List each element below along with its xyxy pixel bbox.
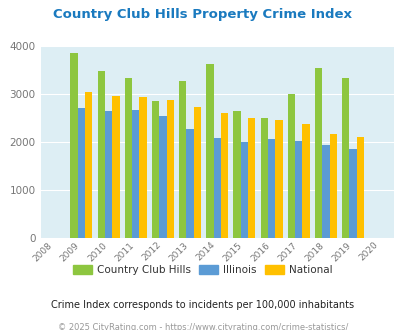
Bar bbox=[233, 111, 240, 238]
Text: Crime Index corresponds to incidents per 100,000 inhabitants: Crime Index corresponds to incidents per… bbox=[51, 300, 354, 310]
Bar bbox=[104, 111, 112, 238]
Bar bbox=[166, 100, 173, 238]
Bar bbox=[356, 137, 363, 238]
Bar bbox=[193, 107, 200, 238]
Bar bbox=[186, 129, 193, 238]
Bar bbox=[220, 113, 228, 238]
Bar bbox=[287, 94, 294, 238]
Bar bbox=[240, 142, 247, 238]
Bar bbox=[77, 108, 85, 238]
Text: © 2025 CityRating.com - https://www.cityrating.com/crime-statistics/: © 2025 CityRating.com - https://www.city… bbox=[58, 323, 347, 330]
Bar bbox=[159, 115, 166, 238]
Bar bbox=[70, 53, 77, 238]
Bar bbox=[275, 120, 282, 238]
Bar bbox=[132, 110, 139, 238]
Bar bbox=[294, 142, 302, 238]
Bar bbox=[341, 78, 349, 238]
Bar bbox=[179, 81, 186, 238]
Bar bbox=[267, 139, 275, 238]
Bar bbox=[302, 124, 309, 238]
Bar bbox=[97, 71, 104, 238]
Bar bbox=[329, 134, 336, 238]
Bar bbox=[139, 97, 146, 238]
Text: Country Club Hills Property Crime Index: Country Club Hills Property Crime Index bbox=[53, 8, 352, 21]
Bar bbox=[322, 145, 329, 238]
Bar bbox=[314, 68, 322, 238]
Bar bbox=[260, 118, 267, 238]
Bar bbox=[213, 138, 220, 238]
Bar bbox=[112, 96, 119, 238]
Bar bbox=[85, 92, 92, 238]
Bar bbox=[349, 149, 356, 238]
Legend: Country Club Hills, Illinois, National: Country Club Hills, Illinois, National bbox=[69, 261, 336, 280]
Bar bbox=[206, 64, 213, 238]
Bar bbox=[247, 118, 255, 238]
Bar bbox=[124, 78, 132, 238]
Bar bbox=[151, 101, 159, 238]
